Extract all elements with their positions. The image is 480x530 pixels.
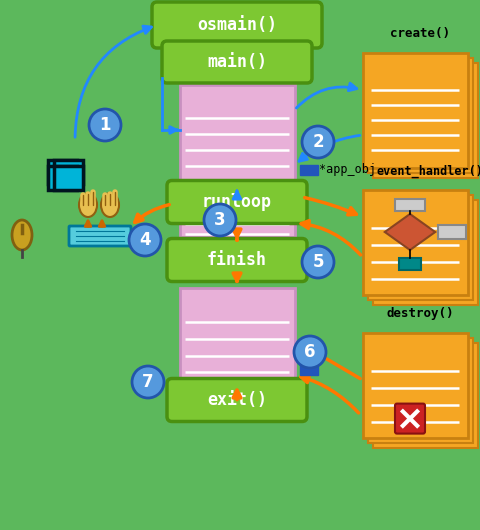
Text: finish: finish xyxy=(207,251,267,269)
Text: destroy(): destroy() xyxy=(386,307,454,321)
Circle shape xyxy=(129,224,161,256)
Text: event_handler(): event_handler() xyxy=(377,164,480,178)
Bar xyxy=(300,165,317,175)
Text: 2: 2 xyxy=(312,133,324,151)
Circle shape xyxy=(89,109,121,141)
Text: 5: 5 xyxy=(312,253,324,271)
FancyBboxPatch shape xyxy=(167,238,307,281)
Text: create(): create() xyxy=(390,28,450,40)
Text: 3: 3 xyxy=(214,211,226,229)
FancyBboxPatch shape xyxy=(69,226,131,246)
FancyBboxPatch shape xyxy=(162,41,312,83)
FancyBboxPatch shape xyxy=(395,404,425,434)
Text: exit(): exit() xyxy=(207,391,267,409)
Bar xyxy=(48,160,76,184)
Circle shape xyxy=(132,366,164,398)
Bar xyxy=(362,190,468,295)
Bar xyxy=(362,52,468,167)
Bar xyxy=(180,85,295,195)
Bar xyxy=(368,338,472,443)
Bar xyxy=(180,209,295,237)
Circle shape xyxy=(204,204,236,236)
Bar xyxy=(300,365,317,375)
Circle shape xyxy=(302,246,334,278)
Bar xyxy=(53,160,83,184)
Bar xyxy=(368,57,472,172)
FancyBboxPatch shape xyxy=(167,378,307,421)
Circle shape xyxy=(302,126,334,158)
Ellipse shape xyxy=(12,220,32,250)
Bar xyxy=(180,287,295,402)
Polygon shape xyxy=(385,214,435,250)
Bar xyxy=(395,199,425,211)
Text: 6: 6 xyxy=(304,343,316,361)
FancyBboxPatch shape xyxy=(167,181,307,224)
Bar xyxy=(48,166,76,190)
Circle shape xyxy=(294,336,326,368)
Bar xyxy=(362,332,468,437)
Text: osmain(): osmain() xyxy=(197,16,277,34)
Ellipse shape xyxy=(101,193,119,217)
FancyBboxPatch shape xyxy=(152,2,322,48)
Text: runloop: runloop xyxy=(202,193,272,211)
Bar xyxy=(399,258,421,270)
Text: 7: 7 xyxy=(142,373,154,391)
Ellipse shape xyxy=(79,193,97,217)
Text: *app_obj: *app_obj xyxy=(320,163,376,176)
Bar xyxy=(372,342,478,447)
Bar xyxy=(53,166,83,190)
Text: main(): main() xyxy=(207,53,267,71)
Bar xyxy=(372,199,478,305)
Text: 4: 4 xyxy=(139,231,151,249)
Bar xyxy=(372,63,478,178)
Bar xyxy=(368,195,472,299)
Text: 1: 1 xyxy=(99,116,111,134)
Bar xyxy=(438,225,466,239)
